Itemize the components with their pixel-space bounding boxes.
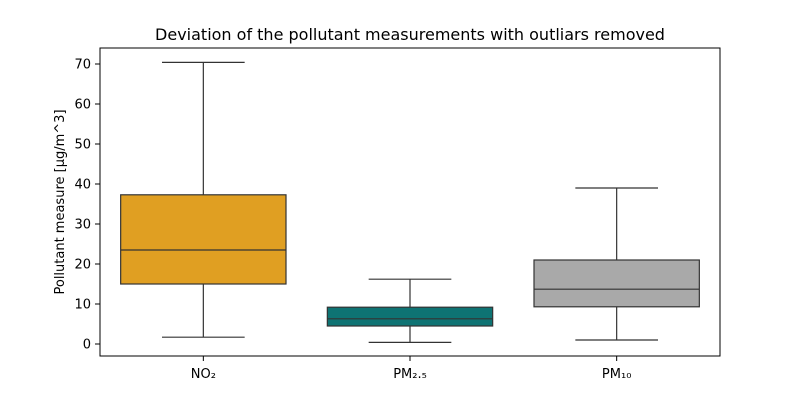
y-tick-label: 50: [74, 138, 91, 153]
box-iqr: [120, 194, 287, 285]
box-iqr: [533, 259, 700, 308]
plot-area: 0 10 20 30 40 50 60 70 NO₂ PM₂.₅ PM₁₀: [74, 58, 700, 382]
chart-title: Deviation of the pollutant measurements …: [155, 25, 665, 44]
y-tick-label: 60: [74, 98, 91, 113]
x-tick-label: NO₂: [191, 367, 216, 382]
y-axis-label: Pollutant measure [µg/m^3]: [53, 109, 68, 294]
plot-frame: [99, 47, 721, 357]
y-tick-label: 70: [74, 58, 91, 73]
x-tick-label: PM₁₀: [602, 367, 631, 382]
x-tick-label: PM₂.₅: [393, 367, 427, 382]
y-tick-label: 40: [74, 178, 91, 193]
y-tick-label: 30: [74, 218, 91, 233]
y-tick-label: 10: [74, 298, 91, 313]
y-tick-label: 20: [74, 258, 91, 273]
box-iqr: [326, 306, 494, 327]
y-tick-label: 0: [83, 338, 91, 353]
